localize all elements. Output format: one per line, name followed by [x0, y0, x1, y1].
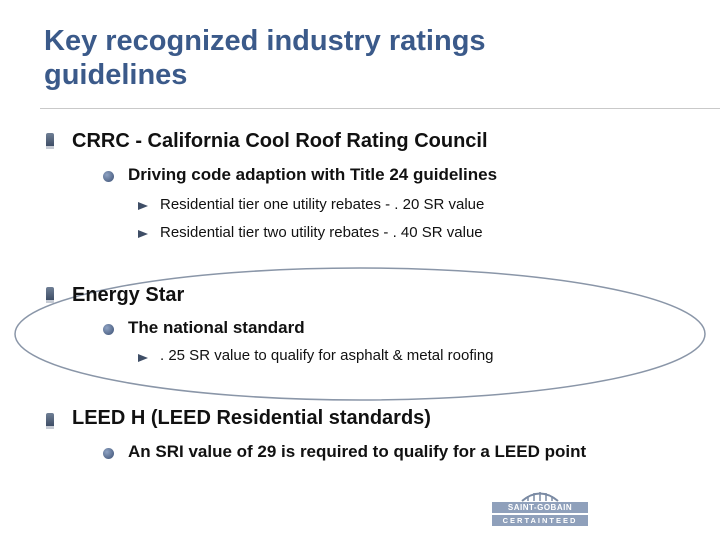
section-heading-energy-star: Energy Star: [72, 284, 185, 306]
crrc-subpoint: Driving code adaption with Title 24 guid…: [128, 165, 498, 184]
energy-star-item-1: . 25 SR value to qualify for asphalt & m…: [160, 347, 494, 364]
section-heading-leed: LEED H (LEED Residential standards): [72, 407, 431, 429]
slide-title: Key recognized industry ratings guidelin…: [44, 24, 664, 92]
section-heading-crrc: CRRC - California Cool Roof Rating Counc…: [72, 130, 488, 152]
arrow-bullet-icon: [138, 354, 148, 362]
saint-gobain-certainteed-logo: SAINT-GOBAIN CERTAINTEED: [488, 488, 592, 528]
arrow-bullet-icon: [138, 230, 148, 238]
square-bullet-icon: [46, 287, 54, 303]
logo-line-1: SAINT-GOBAIN: [507, 503, 573, 512]
square-bullet-icon: [46, 413, 54, 429]
crrc-item-2: Residential tier two utility rebates - .…: [160, 224, 483, 241]
round-bullet-icon: [103, 324, 114, 335]
logo-line-2: CERTAINTEED: [502, 516, 578, 525]
square-bullet-icon: [46, 133, 54, 149]
title-divider: [40, 108, 720, 109]
round-bullet-icon: [103, 448, 114, 459]
logo-arch-icon: [488, 488, 592, 528]
title-line-2: guidelines: [44, 59, 188, 91]
round-bullet-icon: [103, 171, 114, 182]
energy-star-subpoint: The national standard: [128, 318, 305, 337]
crrc-item-1: Residential tier one utility rebates - .…: [160, 196, 485, 213]
title-line-1: Key recognized industry ratings: [44, 25, 486, 57]
arrow-bullet-icon: [138, 202, 148, 210]
leed-subpoint: An SRI value of 29 is required to qualif…: [128, 442, 587, 461]
